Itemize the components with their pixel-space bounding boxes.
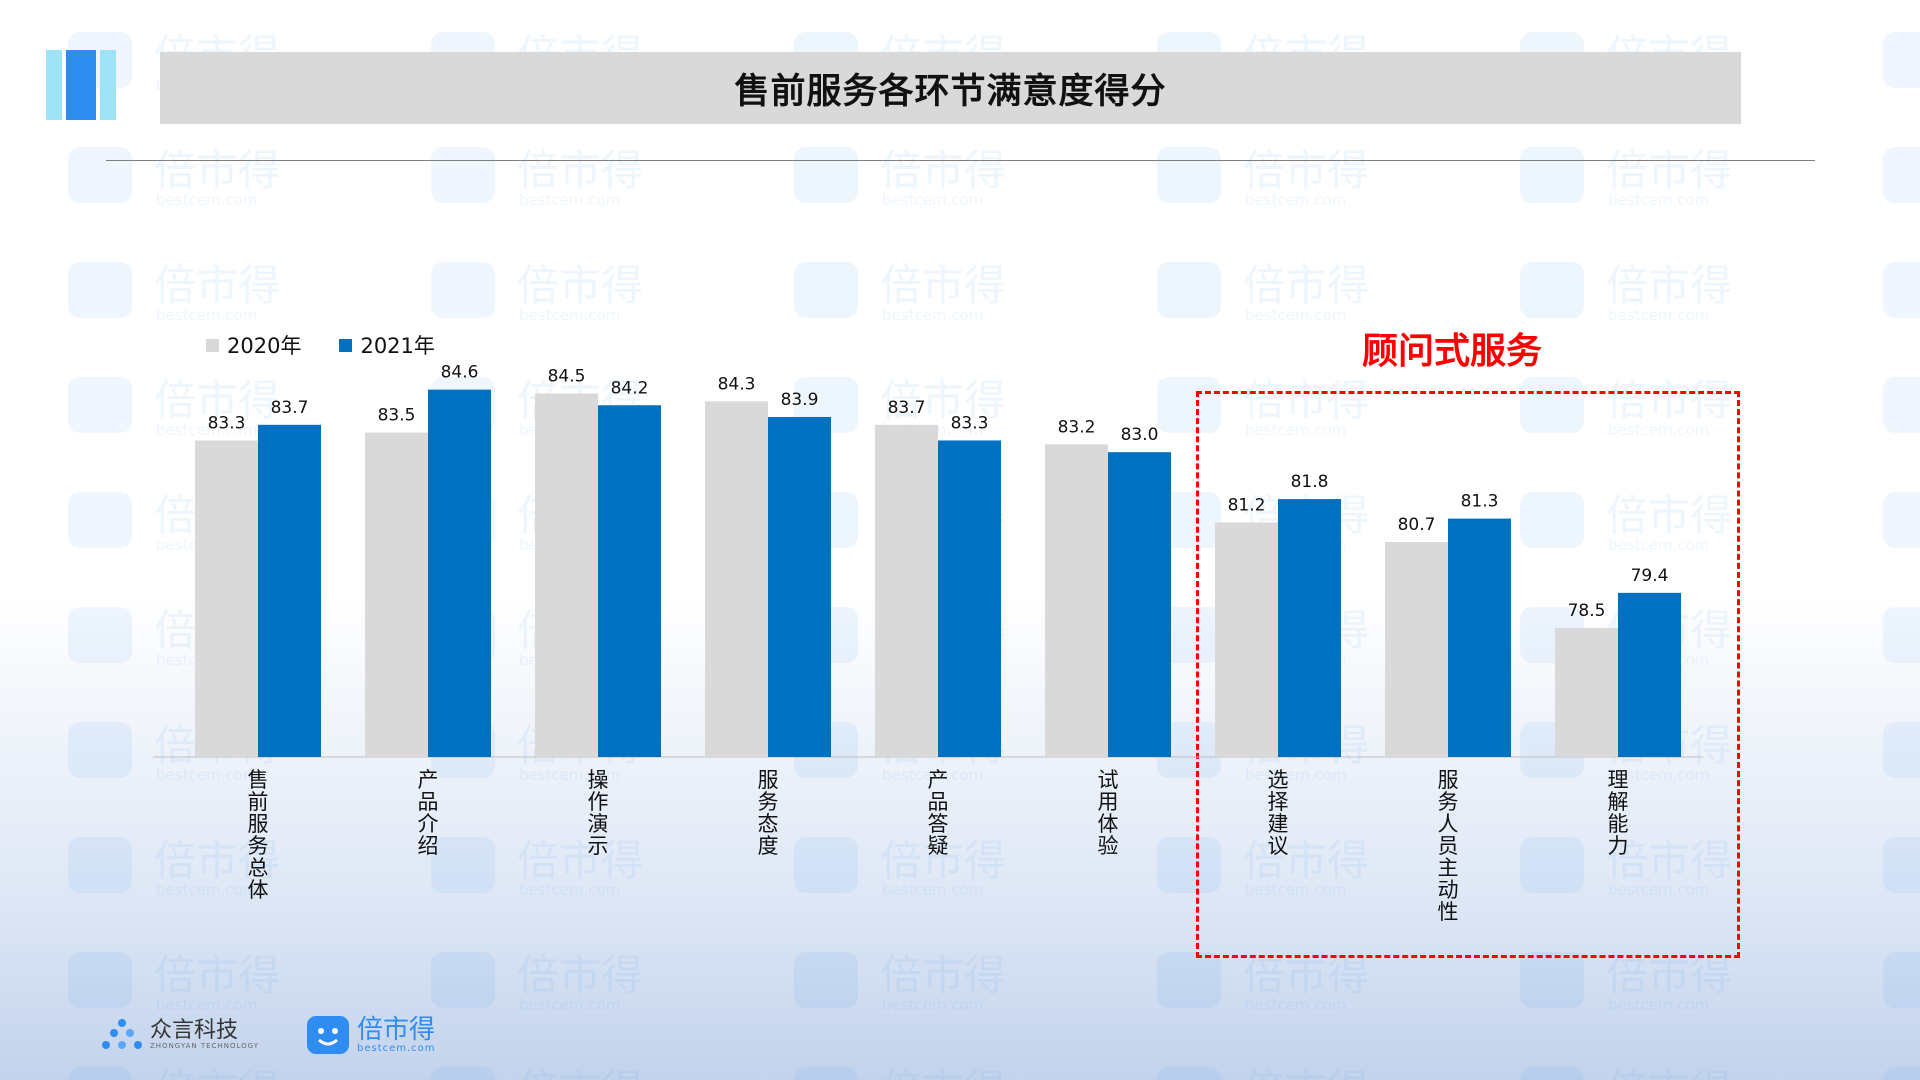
legend-label-2021: 2021年 — [360, 334, 435, 358]
decor-bar-1 — [46, 50, 62, 120]
category-label-0: 售前服务总体 — [248, 768, 269, 902]
value-label-2021-5: 83.0 — [1121, 425, 1159, 445]
highlight-box — [1196, 391, 1740, 958]
zhongyan-logo-icon — [102, 1019, 142, 1049]
bar-2020-3 — [705, 401, 768, 757]
value-label-2020-4: 83.7 — [888, 398, 926, 418]
bar-2021-0 — [258, 424, 321, 757]
value-label-2021-4: 83.3 — [951, 413, 989, 433]
brand-bestcem-sub: bestcem.com — [356, 1042, 436, 1054]
value-label-2021-6: 81.8 — [1291, 472, 1329, 492]
value-label-2020-1: 83.5 — [378, 406, 416, 426]
bar-2020-6 — [1215, 522, 1278, 757]
brand-bestcem-name: 倍市得 — [356, 1014, 435, 1045]
category-label-7: 服务人员主动性 — [1438, 768, 1459, 924]
value-label-2021-8: 79.4 — [1631, 566, 1669, 586]
bar-2020-4 — [875, 424, 938, 757]
decor-bar-2 — [66, 50, 96, 120]
chart-legend: 2020年 2021年 — [206, 330, 435, 360]
bar-chart: 83.3 83.7 售前服务总体 83.5 84.6 产品介绍 84.5 84.2 操作演示 84… — [153, 363, 1703, 924]
bar-2021-6 — [1278, 499, 1341, 757]
legend-item-2021: 2021年 — [339, 330, 435, 360]
category-label-6: 选择建议 — [1268, 768, 1289, 858]
brand-zhongyan: 众言科技 ZHONGYAN TECHNOLOGY — [100, 1017, 259, 1053]
value-label-2020-5: 83.2 — [1058, 417, 1096, 437]
value-label-2021-7: 81.3 — [1461, 492, 1499, 512]
value-label-2020-7: 80.7 — [1398, 515, 1436, 535]
value-label-2020-3: 84.3 — [718, 374, 756, 394]
brand-zhongyan-sub: ZHONGYAN TECHNOLOGY — [150, 1042, 259, 1050]
bestcem-logo-icon — [306, 1016, 349, 1054]
svg-text:倍市得: 倍市得 — [1606, 1066, 1732, 1080]
footer-logos: 众言科技 ZHONGYAN TECHNOLOGY 倍市得 bestcem.com — [100, 1016, 436, 1054]
bar-2021-2 — [598, 405, 661, 757]
legend-swatch-2021 — [339, 338, 353, 352]
category-label-1: 产品介绍 — [418, 768, 439, 858]
decor-bar-3 — [100, 50, 116, 120]
legend-swatch-2020 — [206, 338, 219, 352]
bar-2020-2 — [535, 393, 598, 757]
brand-zhongyan-name: 众言科技 — [150, 1018, 239, 1043]
svg-text:倍市得: 倍市得 — [880, 1066, 1006, 1080]
category-label-5: 试用体验 — [1098, 768, 1119, 858]
category-label-4: 产品答疑 — [928, 768, 949, 858]
value-label-2020-2: 84.5 — [548, 367, 586, 387]
bar-2021-5 — [1108, 452, 1171, 757]
bar-2020-1 — [365, 432, 428, 757]
category-label-8: 理解能力 — [1608, 768, 1629, 858]
legend-label-2020: 2020年 — [227, 334, 302, 358]
svg-text:倍市得: 倍市得 — [1243, 1066, 1369, 1080]
value-label-2021-3: 83.9 — [781, 390, 819, 410]
svg-text:倍市得: 倍市得 — [154, 1066, 280, 1080]
value-label-2020-8: 78.5 — [1568, 601, 1606, 621]
bar-2020-5 — [1045, 444, 1108, 757]
highlight-label: 顾问式服务 — [1362, 331, 1543, 372]
svg-text:倍市得: 倍市得 — [517, 1066, 643, 1080]
bar-2020-8 — [1555, 628, 1618, 757]
bar-2020-0 — [195, 440, 258, 757]
title-divider — [106, 160, 1815, 161]
bar-2021-7 — [1448, 518, 1511, 757]
brand-bestcem: 倍市得 bestcem.com — [306, 1014, 436, 1054]
value-label-2021-2: 84.2 — [611, 378, 649, 398]
bar-2021-3 — [768, 416, 831, 757]
legend-item-2020: 2020年 — [206, 330, 301, 360]
bar-2020-7 — [1385, 542, 1448, 757]
title-banner: 售前服务各环节满意度得分 — [160, 52, 1741, 124]
bar-2021-8 — [1618, 592, 1681, 757]
value-label-2021-0: 83.7 — [271, 398, 309, 418]
page-title: 售前服务各环节满意度得分 — [734, 71, 1167, 112]
bar-2021-1 — [428, 389, 491, 757]
value-label-2021-1: 84.6 — [441, 363, 479, 383]
category-label-3: 服务态度 — [758, 768, 779, 858]
bar-2021-4 — [938, 440, 1001, 757]
value-label-2020-0: 83.3 — [208, 413, 246, 433]
category-label-2: 操作演示 — [588, 768, 609, 858]
value-label-2020-6: 81.2 — [1228, 496, 1266, 516]
